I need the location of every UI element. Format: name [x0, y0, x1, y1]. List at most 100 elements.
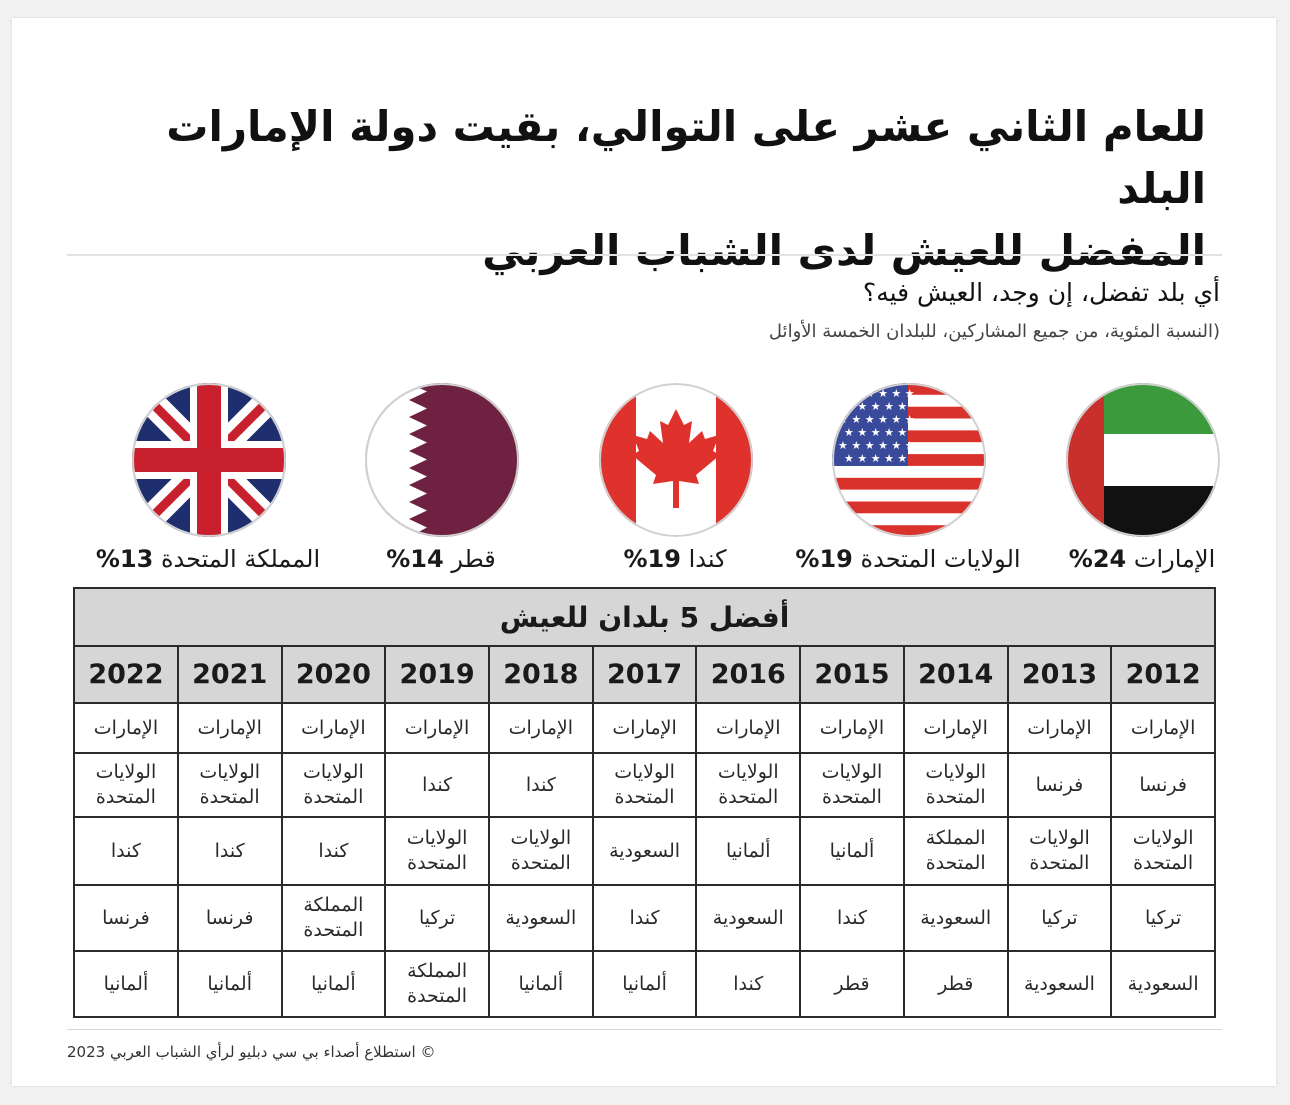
table-cell: فرنسا	[176, 884, 283, 952]
svg-text:★ ★ ★ ★ ★ ★: ★ ★ ★ ★ ★ ★	[838, 439, 915, 452]
flag-percent-qatar: 14%	[386, 545, 444, 573]
table-cell: الإمارات	[73, 702, 179, 754]
table-cell: ألمانيا	[280, 950, 387, 1018]
table-cell: الولايات المتحدة	[902, 752, 1009, 818]
survey-question: أي بلد تفضل، إن وجد، العيش فيه؟	[862, 278, 1220, 307]
table-cell: قطر	[902, 950, 1009, 1018]
flag-label-uk: المملكة المتحدة 13%	[78, 545, 338, 573]
table-row: السعودية السعودية قطر قطر كندا ألمانيا ألمانيا…	[73, 950, 1216, 1018]
year-header: 2019	[384, 645, 490, 704]
table-cell: تركيا	[1006, 884, 1113, 952]
table-cell: الإمارات	[280, 702, 387, 754]
flag-country-uk: المملكة المتحدة	[160, 545, 321, 573]
table-cell: المملكة المتحدة	[384, 950, 490, 1018]
table-cell: كندا	[280, 816, 387, 886]
usa-flag-icon: ★ ★ ★ ★ ★ ★ ★ ★ ★ ★ ★ ★ ★ ★ ★ ★ ★ ★ ★ ★ …	[832, 383, 986, 537]
top-divider	[67, 254, 1222, 256]
year-header: 2017	[591, 645, 698, 704]
flag-label-qatar: قطر 14%	[311, 545, 571, 573]
table-cell: الولايات المتحدة	[591, 752, 698, 818]
uae-flag-icon	[1066, 383, 1220, 537]
footer: 2023 استطلاع أصداء بي سي دبليو لرأي الشب…	[67, 1043, 435, 1061]
infographic-card: للعام الثاني عشر على التوالي، بقيت دولة …	[12, 18, 1276, 1086]
year-header: 2020	[280, 645, 387, 704]
flag-percent-usa: 19%	[795, 545, 853, 573]
table-cell: السعودية	[902, 884, 1009, 952]
flag-country-canada: كندا	[688, 545, 727, 573]
table-cell: الإمارات	[799, 702, 905, 754]
flag-label-usa: الولايات المتحدة 19%	[778, 545, 1038, 573]
table-cell: الولايات المتحدة	[695, 752, 802, 818]
table-cell: السعودية	[695, 884, 802, 952]
table-cell: ألمانيا	[799, 816, 905, 886]
year-header: 2013	[1006, 645, 1113, 704]
svg-text:★ ★ ★ ★ ★: ★ ★ ★ ★ ★	[844, 400, 907, 413]
table-cell: كندا	[695, 950, 802, 1018]
table-cell: ألمانيا	[176, 950, 283, 1018]
flag-percent-uk: 13%	[95, 545, 154, 573]
table-cell: الولايات المتحدة	[73, 752, 179, 818]
table-cell: السعودية	[591, 816, 698, 886]
flag-country-uae: الإمارات	[1133, 545, 1216, 573]
year-header: 2014	[902, 645, 1009, 704]
year-header-row: 2012 2013 2014 2015 2016 2017 2018 2019 …	[73, 645, 1216, 704]
canada-flag-icon	[599, 383, 753, 537]
svg-text:★ ★ ★ ★ ★: ★ ★ ★ ★ ★	[844, 426, 907, 439]
table-cell: الولايات المتحدة	[176, 752, 283, 818]
svg-text:★ ★ ★ ★ ★: ★ ★ ★ ★ ★	[844, 452, 907, 465]
table-cell: فرنسا	[1110, 752, 1216, 818]
table-cell: كندا	[591, 884, 698, 952]
table-cell: الولايات المتحدة	[384, 816, 490, 886]
page-title: للعام الثاني عشر على التوالي، بقيت دولة …	[106, 96, 1206, 282]
flags-row: الإمارات 24% ★ ★ ★ ★ ★ ★ ★ ★ ★ ★ ★ ★ ★ ★…	[12, 18, 1276, 618]
flag-label-uae: الإمارات 24%	[1012, 545, 1272, 573]
title-line-1: للعام الثاني عشر على التوالي، بقيت دولة …	[166, 102, 1206, 213]
table-row: تركيا تركيا السعودية كندا السعودية كندا السعود…	[73, 884, 1216, 952]
table-cell: كندا	[384, 752, 490, 818]
svg-text:★ ★ ★ ★ ★ ★: ★ ★ ★ ★ ★ ★	[838, 387, 915, 400]
title-line-2: المفضل للعيش لدى الشباب العربي	[482, 226, 1206, 275]
year-header: 2021	[176, 645, 283, 704]
table-row: الولايات المتحدة الولايات المتحدة المملكة …	[73, 816, 1216, 886]
footer-year: 2023	[67, 1043, 106, 1061]
table-cell: السعودية	[1006, 950, 1113, 1018]
bottom-divider	[67, 1029, 1222, 1030]
table-cell: الولايات المتحدة	[1110, 816, 1216, 886]
flag-country-qatar: قطر	[451, 545, 496, 573]
table-cell: الإمارات	[487, 702, 594, 754]
table-cell: الإمارات	[1110, 702, 1216, 754]
table-cell: الإمارات	[902, 702, 1009, 754]
table-cell: الولايات المتحدة	[280, 752, 387, 818]
year-header: 2012	[1110, 645, 1216, 704]
table-cell: ألمانيا	[695, 816, 802, 886]
table-cell: الإمارات	[176, 702, 283, 754]
qatar-flag-icon	[365, 383, 519, 537]
svg-text:★ ★ ★ ★ ★ ★: ★ ★ ★ ★ ★ ★	[838, 413, 915, 426]
table-row: فرنسا فرنسا الولايات المتحدة الولايات المتح…	[73, 752, 1216, 818]
table-cell: السعودية	[487, 884, 594, 952]
table-cell: المملكة المتحدة	[280, 884, 387, 952]
table-cell: الإمارات	[591, 702, 698, 754]
table-cell: ألمانيا	[73, 950, 179, 1018]
table-cell: ألمانيا	[487, 950, 594, 1018]
table-cell: كندا	[799, 884, 905, 952]
table-cell: الإمارات	[1006, 702, 1113, 754]
uk-flag-icon	[132, 383, 286, 537]
table-cell: كندا	[487, 752, 594, 818]
flag-percent-canada: 19%	[623, 545, 681, 573]
table-cell: ألمانيا	[591, 950, 698, 1018]
year-header: 2015	[799, 645, 905, 704]
table-cell: كندا	[73, 816, 179, 886]
table-cell: الإمارات	[695, 702, 802, 754]
year-header: 2018	[487, 645, 594, 704]
year-header: 2016	[695, 645, 802, 704]
table-cell: كندا	[176, 816, 283, 886]
table-cell: الإمارات	[384, 702, 490, 754]
table-cell: المملكة المتحدة	[902, 816, 1009, 886]
table-cell: الولايات المتحدة	[487, 816, 594, 886]
table-cell: الولايات المتحدة	[799, 752, 905, 818]
copyright-icon: ©	[420, 1043, 436, 1061]
flag-percent-uae: 24%	[1068, 545, 1127, 573]
table-cell: الولايات المتحدة	[1006, 816, 1113, 886]
survey-subtitle: (النسبة المئوية، من جميع المشاركين، للبل…	[768, 321, 1220, 342]
